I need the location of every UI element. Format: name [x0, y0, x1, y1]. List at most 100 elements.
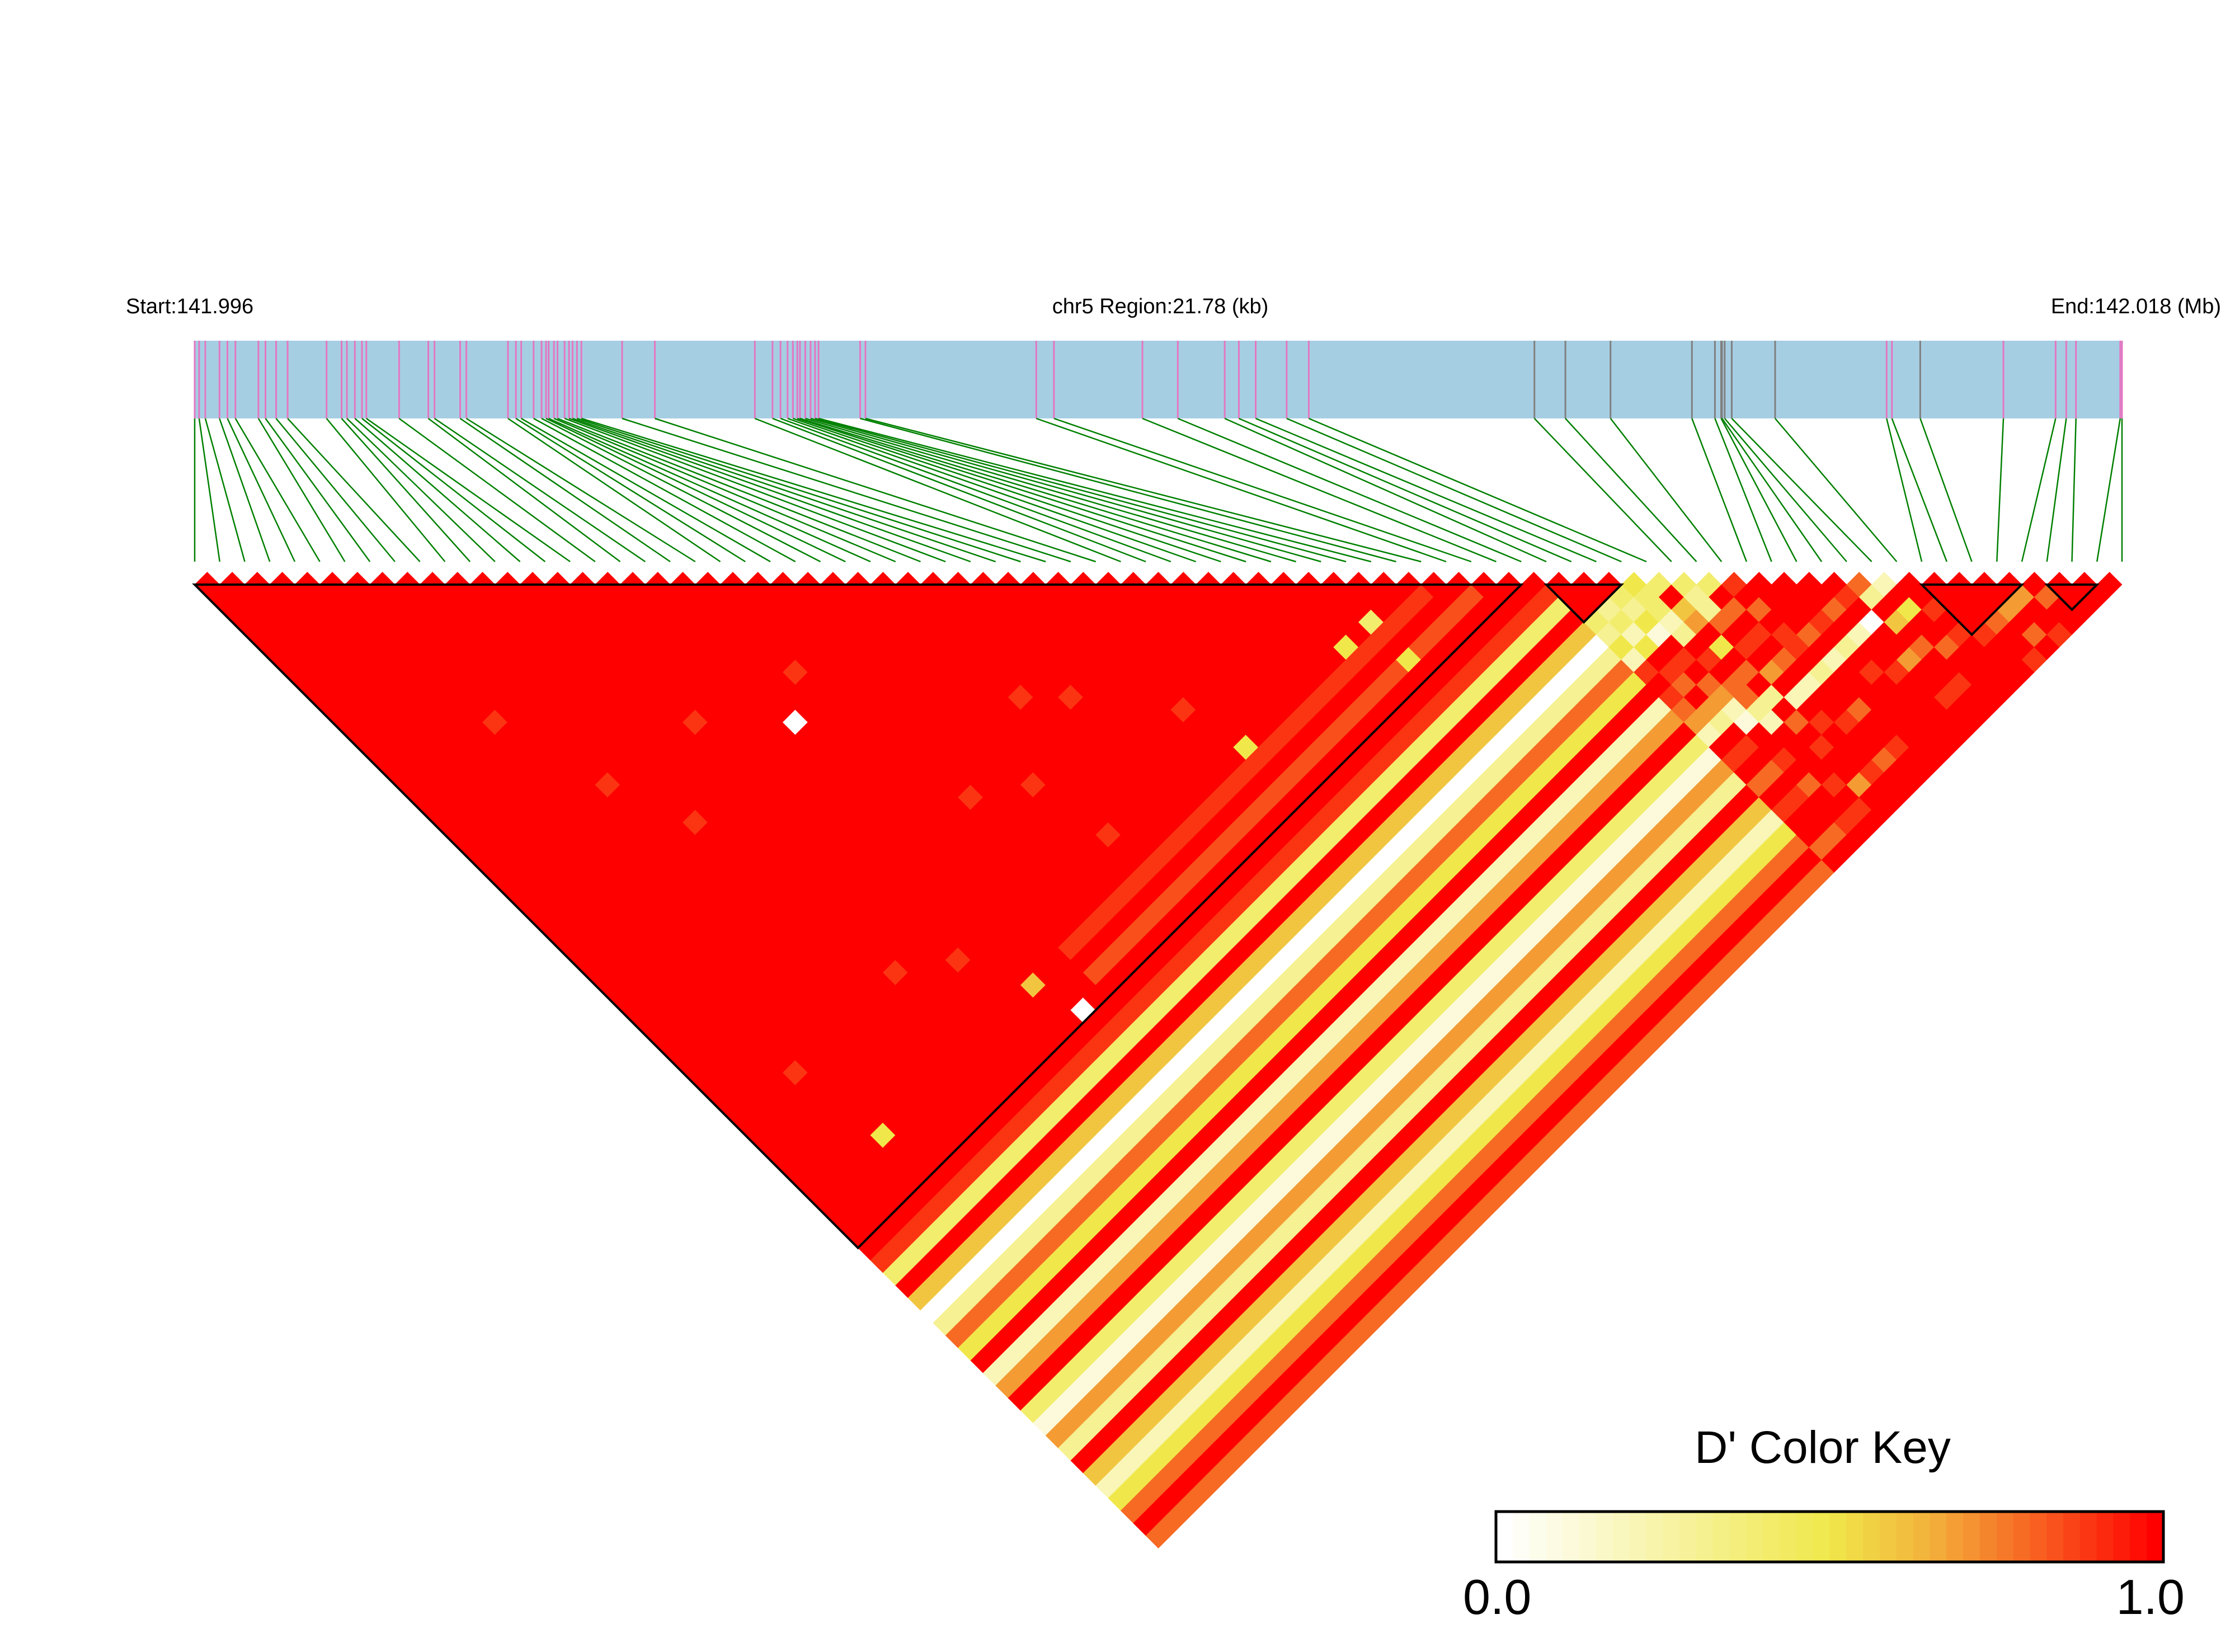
color-key-swatch — [1996, 1512, 2014, 1562]
snp-connector — [1775, 418, 1898, 562]
color-key-swatch — [1679, 1512, 1697, 1562]
snp-connector — [346, 418, 496, 562]
color-key-swatch — [1646, 1512, 1664, 1562]
snp-connector — [1308, 417, 1647, 563]
snp-connector — [545, 417, 846, 563]
color-key: D' Color Key 0.0 1.0 — [1463, 1422, 2185, 1625]
snp-connector — [361, 418, 546, 562]
snp-connector — [326, 418, 446, 562]
snp-connector — [1224, 417, 1547, 563]
snp-connector — [459, 417, 671, 563]
snp-connector — [1886, 418, 1923, 562]
snp-connector — [1238, 417, 1572, 563]
snp-connector — [1036, 417, 1447, 563]
color-key-swatch — [2013, 1512, 2031, 1562]
snp-connector — [1691, 418, 1748, 562]
color-key-swatch — [1896, 1512, 1914, 1562]
region-bar — [195, 341, 2122, 418]
color-key-min-label: 0.0 — [1463, 1569, 1531, 1625]
color-key-swatch — [1846, 1512, 1864, 1562]
snp-connector — [427, 417, 621, 563]
snp-connector — [581, 417, 1046, 563]
snp-connector — [1891, 418, 1947, 562]
snp-connector — [2021, 418, 2057, 562]
snp-connector — [533, 417, 796, 563]
snp-connector — [568, 417, 971, 563]
snp-connector — [548, 417, 871, 563]
snp-connector — [797, 417, 1246, 563]
color-key-swatch — [1563, 1512, 1580, 1562]
color-key-swatch — [2147, 1512, 2164, 1562]
snp-connector — [521, 417, 771, 563]
snp-connector — [553, 417, 896, 563]
color-key-bar — [1496, 1512, 2164, 1562]
color-key-swatch — [1529, 1512, 1547, 1562]
snp-connector — [434, 417, 646, 563]
color-key-swatch — [1930, 1512, 1947, 1562]
snp-connector — [507, 417, 721, 563]
snp-connector — [622, 417, 1071, 563]
snp-connector — [257, 418, 346, 562]
color-key-swatch — [2030, 1512, 2048, 1562]
snp-connector — [1731, 418, 1872, 562]
snp-connector — [754, 417, 1121, 563]
snp-connector — [818, 417, 1372, 563]
color-key-swatch — [1863, 1512, 1880, 1562]
snp-connector — [1565, 418, 1697, 562]
snp-connector — [2071, 418, 2077, 562]
snp-connector — [198, 418, 220, 562]
color-key-swatch — [2113, 1512, 2131, 1562]
snp-connector — [465, 417, 696, 563]
snp-connector — [564, 417, 946, 563]
ld-block-outline — [1544, 583, 1625, 624]
snp-connector — [1533, 418, 1672, 562]
color-key-swatch — [1663, 1512, 1680, 1562]
snp-connector — [1919, 418, 1973, 562]
snp-connector — [1714, 418, 1772, 562]
color-key-swatch — [1746, 1512, 1763, 1562]
color-key-swatch — [1729, 1512, 1747, 1562]
color-key-swatch — [2130, 1512, 2147, 1562]
snp-connector — [557, 417, 921, 563]
snp-connector — [2096, 418, 2121, 562]
color-key-swatch — [2046, 1512, 2064, 1562]
color-key-swatch — [1596, 1512, 1613, 1562]
snp-connector — [860, 417, 1396, 563]
snp-connector — [1255, 417, 1597, 563]
snp-connector — [780, 417, 1171, 563]
snp-connector — [772, 417, 1146, 563]
snp-connector — [805, 417, 1296, 563]
color-key-swatch — [1763, 1512, 1780, 1562]
color-key-swatch — [2079, 1512, 2097, 1562]
snp-connector — [576, 417, 1021, 563]
color-key-border — [1494, 1510, 2165, 1564]
block-outlines — [192, 583, 2100, 1250]
snp-markers — [194, 341, 2123, 418]
color-key-swatch — [1780, 1512, 1797, 1562]
snp-connector — [1720, 418, 1798, 562]
snp-connector — [1724, 418, 1847, 562]
snp-connector — [1610, 418, 1723, 562]
color-key-swatch — [1963, 1512, 1980, 1562]
color-key-swatch — [1579, 1512, 1597, 1562]
snp-connector — [366, 417, 571, 563]
snp-connector — [787, 417, 1197, 563]
ld-block-outline — [192, 583, 1524, 1250]
color-key-swatch — [1913, 1512, 1931, 1562]
snp-connector — [1996, 418, 2005, 562]
snp-connector — [1721, 418, 1823, 562]
snp-connector — [1177, 417, 1522, 563]
snp-connector — [792, 417, 1221, 563]
snp-connector — [2046, 418, 2067, 562]
color-key-swatch — [2063, 1512, 2081, 1562]
color-key-swatch — [1512, 1512, 1530, 1562]
color-key-title: D' Color Key — [1695, 1422, 1951, 1473]
color-key-swatch — [1946, 1512, 1964, 1562]
snp-connector — [287, 418, 421, 562]
snp-connector — [572, 417, 996, 563]
snp-connector — [219, 418, 271, 562]
color-key-swatch — [2096, 1512, 2114, 1562]
color-key-swatch — [1979, 1512, 1997, 1562]
color-key-swatch — [1879, 1512, 1897, 1562]
